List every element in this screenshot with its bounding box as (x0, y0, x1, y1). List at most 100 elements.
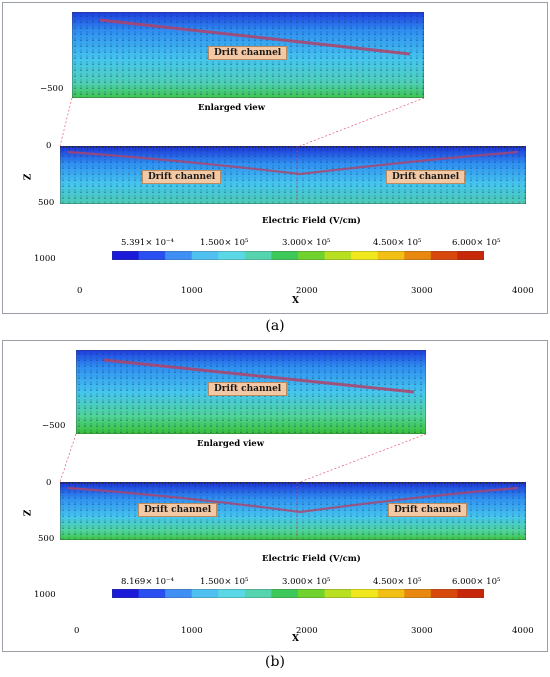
panel-b-z-tick-0: 0 (46, 478, 52, 488)
colorbar-segment (298, 589, 312, 598)
colorbar-segment (430, 251, 445, 260)
colorbar-segment (391, 589, 405, 598)
colorbar-segment (430, 589, 445, 598)
colorbar-segment (191, 589, 206, 598)
colorbar-segment (457, 589, 472, 598)
panel-b-x-tick-1: 1000 (181, 626, 203, 636)
colorbar-segment (258, 589, 272, 598)
colorbar-segment (417, 589, 432, 598)
colorbar-segment (457, 251, 472, 260)
panel-a-x-tick-1: 1000 (181, 286, 203, 296)
panel-b-drift-label-right: Drift channel (388, 503, 468, 517)
panel-a-drift-label-left: Drift channel (142, 170, 222, 184)
colorbar-segment (284, 589, 299, 598)
colorbar-segment (112, 589, 126, 598)
panel-a-colorbar-tick-1: 1.500× 10⁵ (200, 238, 249, 248)
colorbar-segment (284, 251, 299, 260)
colorbar-segment (391, 251, 405, 260)
colorbar-segment (324, 589, 339, 598)
colorbar-segment (444, 251, 458, 260)
panel-b-colorbar (112, 589, 484, 598)
panel-a-inset-drift-label: Drift channel (208, 46, 288, 60)
colorbar-segment (470, 589, 484, 598)
panel-a-drift-label-right: Drift channel (386, 170, 466, 184)
panel-b-colorbar-tick-1: 1.500× 10⁵ (200, 577, 249, 587)
colorbar-segment (205, 251, 219, 260)
colorbar-segment (244, 589, 259, 598)
panel-b-inset-label: Enlarged view (197, 439, 265, 449)
panel-a-x-tick-4: 4000 (512, 286, 534, 296)
panel-a-x-tick-0: 0 (77, 286, 83, 296)
panel-a-colorbar-tick-0: 5.391× 10⁻⁴ (121, 238, 174, 248)
colorbar-segment (125, 589, 140, 598)
panel-b-inset-drift-label: Drift channel (208, 382, 288, 396)
colorbar-segment (337, 251, 352, 260)
colorbar-segment (364, 251, 379, 260)
panel-a-z-tick-0: 0 (46, 141, 52, 151)
panel-a-z-tick-2: 1000 (34, 254, 56, 264)
colorbar-segment (470, 251, 484, 260)
colorbar-segment (178, 251, 193, 260)
panel-b-colorbar-tick-2: 3.000× 10⁵ (282, 577, 331, 587)
panel-b-z-tick-1: 500 (38, 534, 55, 544)
panel-a-z-tick-1: 500 (38, 198, 55, 208)
colorbar-segment (324, 251, 339, 260)
colorbar-segment (444, 589, 458, 598)
panel-a-zoom-lines (59, 97, 425, 147)
colorbar-segment (191, 251, 206, 260)
colorbar-segment (364, 589, 379, 598)
panel-b-x-tick-3: 3000 (411, 626, 433, 636)
colorbar-segment (351, 589, 365, 598)
colorbar-segment (351, 251, 365, 260)
panel-b-colorbar-title: Electric Field (V/cm) (262, 554, 361, 564)
panel-b-colorbar-tick-4: 6.000× 10⁵ (452, 577, 501, 587)
colorbar-segment (151, 251, 166, 260)
panel-a-z-axis-title: Z (23, 173, 34, 181)
colorbar-segment (271, 589, 286, 598)
panel-a-x-tick-2: 2000 (296, 286, 318, 296)
panel-b-zoom-lines (59, 433, 427, 483)
colorbar-segment (112, 251, 126, 260)
panel-a-inset-z-tick: −500 (40, 84, 64, 94)
colorbar-segment (377, 589, 392, 598)
colorbar-segment (205, 589, 219, 598)
colorbar-segment (231, 589, 246, 598)
panel-b-caption: (b) (265, 654, 285, 670)
colorbar-segment (311, 589, 326, 598)
colorbar-segment (218, 589, 233, 598)
panel-a-colorbar-tick-2: 3.000× 10⁵ (282, 238, 331, 248)
colorbar-segment (138, 589, 153, 598)
panel-b-colorbar-tick-0: 8.169× 10⁻⁴ (121, 577, 174, 587)
panel-a-colorbar (112, 251, 484, 260)
panel-a-colorbar-tick-4: 6.000× 10⁵ (452, 238, 501, 248)
colorbar-segment (165, 251, 179, 260)
panel-a-caption: (a) (265, 318, 285, 334)
colorbar-segment (218, 251, 233, 260)
colorbar-segment (231, 251, 246, 260)
panel-b-x-tick-2: 2000 (296, 626, 318, 636)
colorbar-segment (298, 251, 312, 260)
colorbar-segment (258, 251, 272, 260)
colorbar-segment (125, 251, 140, 260)
panel-b-x-tick-0: 0 (74, 626, 80, 636)
colorbar-segment (311, 251, 326, 260)
panel-b-inset-z-tick: −500 (42, 421, 66, 431)
panel-a-inset-label: Enlarged view (198, 103, 266, 113)
panel-a-x-tick-3: 3000 (411, 286, 433, 296)
panel-b-z-tick-2: 1000 (34, 590, 56, 600)
colorbar-segment (165, 589, 179, 598)
colorbar-segment (404, 251, 419, 260)
panel-b-colorbar-tick-3: 4.500× 10⁵ (373, 577, 422, 587)
panel-b-x-axis-title: X (292, 634, 299, 644)
panel-b-z-axis-title: Z (23, 509, 34, 517)
panel-b-x-tick-4: 4000 (512, 626, 534, 636)
colorbar-segment (404, 589, 419, 598)
panel-b-drift-label-left: Drift channel (138, 503, 218, 517)
colorbar-segment (417, 251, 432, 260)
colorbar-segment (244, 251, 259, 260)
colorbar-segment (151, 589, 166, 598)
panel-a-x-axis-title: X (292, 296, 299, 306)
colorbar-segment (138, 251, 153, 260)
colorbar-segment (178, 589, 193, 598)
panel-a-colorbar-tick-3: 4.500× 10⁵ (373, 238, 422, 248)
